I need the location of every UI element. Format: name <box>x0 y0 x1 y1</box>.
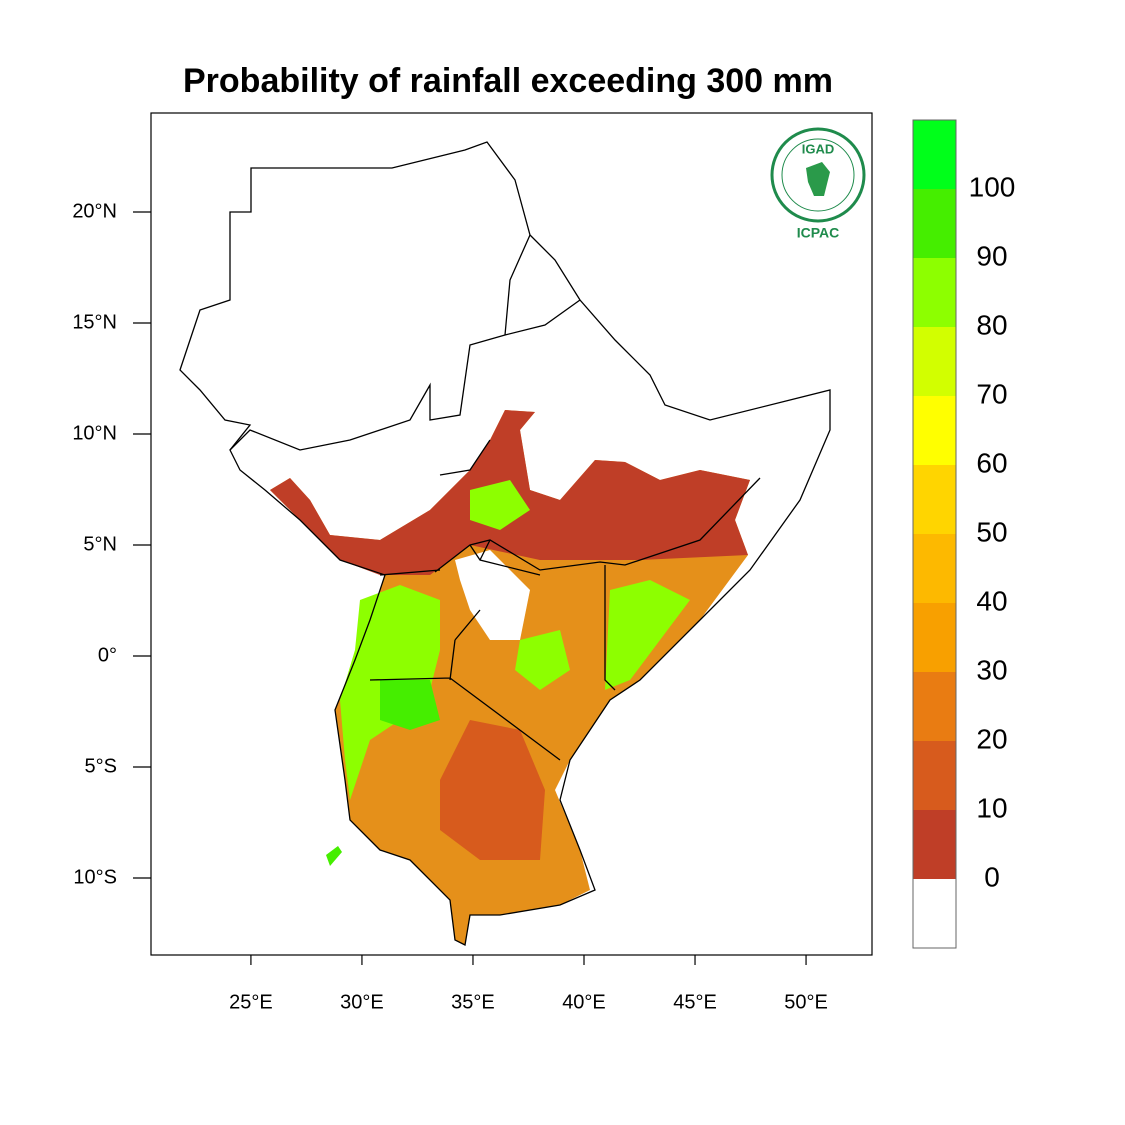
colorbar-label: 30 <box>976 654 1007 685</box>
x-tick-label: 40°E <box>562 991 606 1013</box>
colorbar-box <box>913 672 956 741</box>
y-tick-label: 5°S <box>85 755 117 777</box>
logo-name: IGAD <box>802 141 835 156</box>
colorbar-box <box>913 810 956 879</box>
no-data <box>455 550 530 640</box>
colorbar-frame <box>912 119 957 949</box>
rain-mid <box>440 720 545 860</box>
map-area <box>179 141 831 946</box>
colorbar: 0 10 20 30 40 50 60 70 80 90 100 <box>912 119 1016 949</box>
colorbar-label: 50 <box>976 516 1007 547</box>
x-tick-label: 50°E <box>784 991 828 1013</box>
colorbar-box <box>913 879 956 948</box>
logo: IGAD ICPAC <box>770 127 866 241</box>
rain-high <box>515 630 570 690</box>
rain-high <box>470 480 530 530</box>
y-tick-label: 5°N <box>83 533 117 555</box>
coast-outline <box>179 141 831 946</box>
colorbar-box <box>913 741 956 810</box>
y-tick-label: 15°N <box>72 311 117 333</box>
colorbar-box <box>913 120 956 189</box>
colorbar-label: 10 <box>976 792 1007 823</box>
colorbar-box <box>913 327 956 396</box>
rain-high <box>605 580 690 690</box>
y-tick-label: 20°N <box>72 200 117 222</box>
colorbar-label: 100 <box>969 171 1016 202</box>
colorbar-box <box>913 189 956 258</box>
logo-africa <box>806 162 830 196</box>
logo-subname: ICPAC <box>797 225 840 241</box>
x-tick-label: 45°E <box>673 991 717 1013</box>
colorbar-box <box>913 258 956 327</box>
country-borders <box>229 234 761 761</box>
colorbar-label: 0 <box>984 861 1000 892</box>
colorbar-label: 60 <box>976 447 1007 478</box>
colorbar-box <box>913 396 956 465</box>
colorbar-label: 70 <box>976 378 1007 409</box>
x-tick-label: 25°E <box>229 991 273 1013</box>
colorbar-box <box>913 465 956 534</box>
colorbar-label: 20 <box>976 723 1007 754</box>
colorbar-label: 90 <box>976 240 1007 271</box>
logo-inner-ring <box>781 138 855 212</box>
colorbar-box <box>913 534 956 603</box>
y-tick-label: 10°S <box>73 866 117 888</box>
colorbar-label: 40 <box>976 585 1007 616</box>
y-tick-label: 10°N <box>72 422 117 444</box>
rain-top <box>326 846 342 866</box>
x-tick-label: 30°E <box>340 991 384 1013</box>
y-tick-label: 0° <box>98 644 117 666</box>
title: Probability of rainfall exceeding 300 mm <box>183 62 833 100</box>
axes: 25°E 30°E 35°E 40°E 45°E 50°E 20°N 15°N 10°N 5°N 0… <box>72 200 828 1013</box>
rain-high <box>380 680 440 730</box>
colorbar-box <box>913 603 956 672</box>
colorbar-label: 80 <box>976 309 1007 340</box>
x-tick-label: 35°E <box>451 991 495 1013</box>
